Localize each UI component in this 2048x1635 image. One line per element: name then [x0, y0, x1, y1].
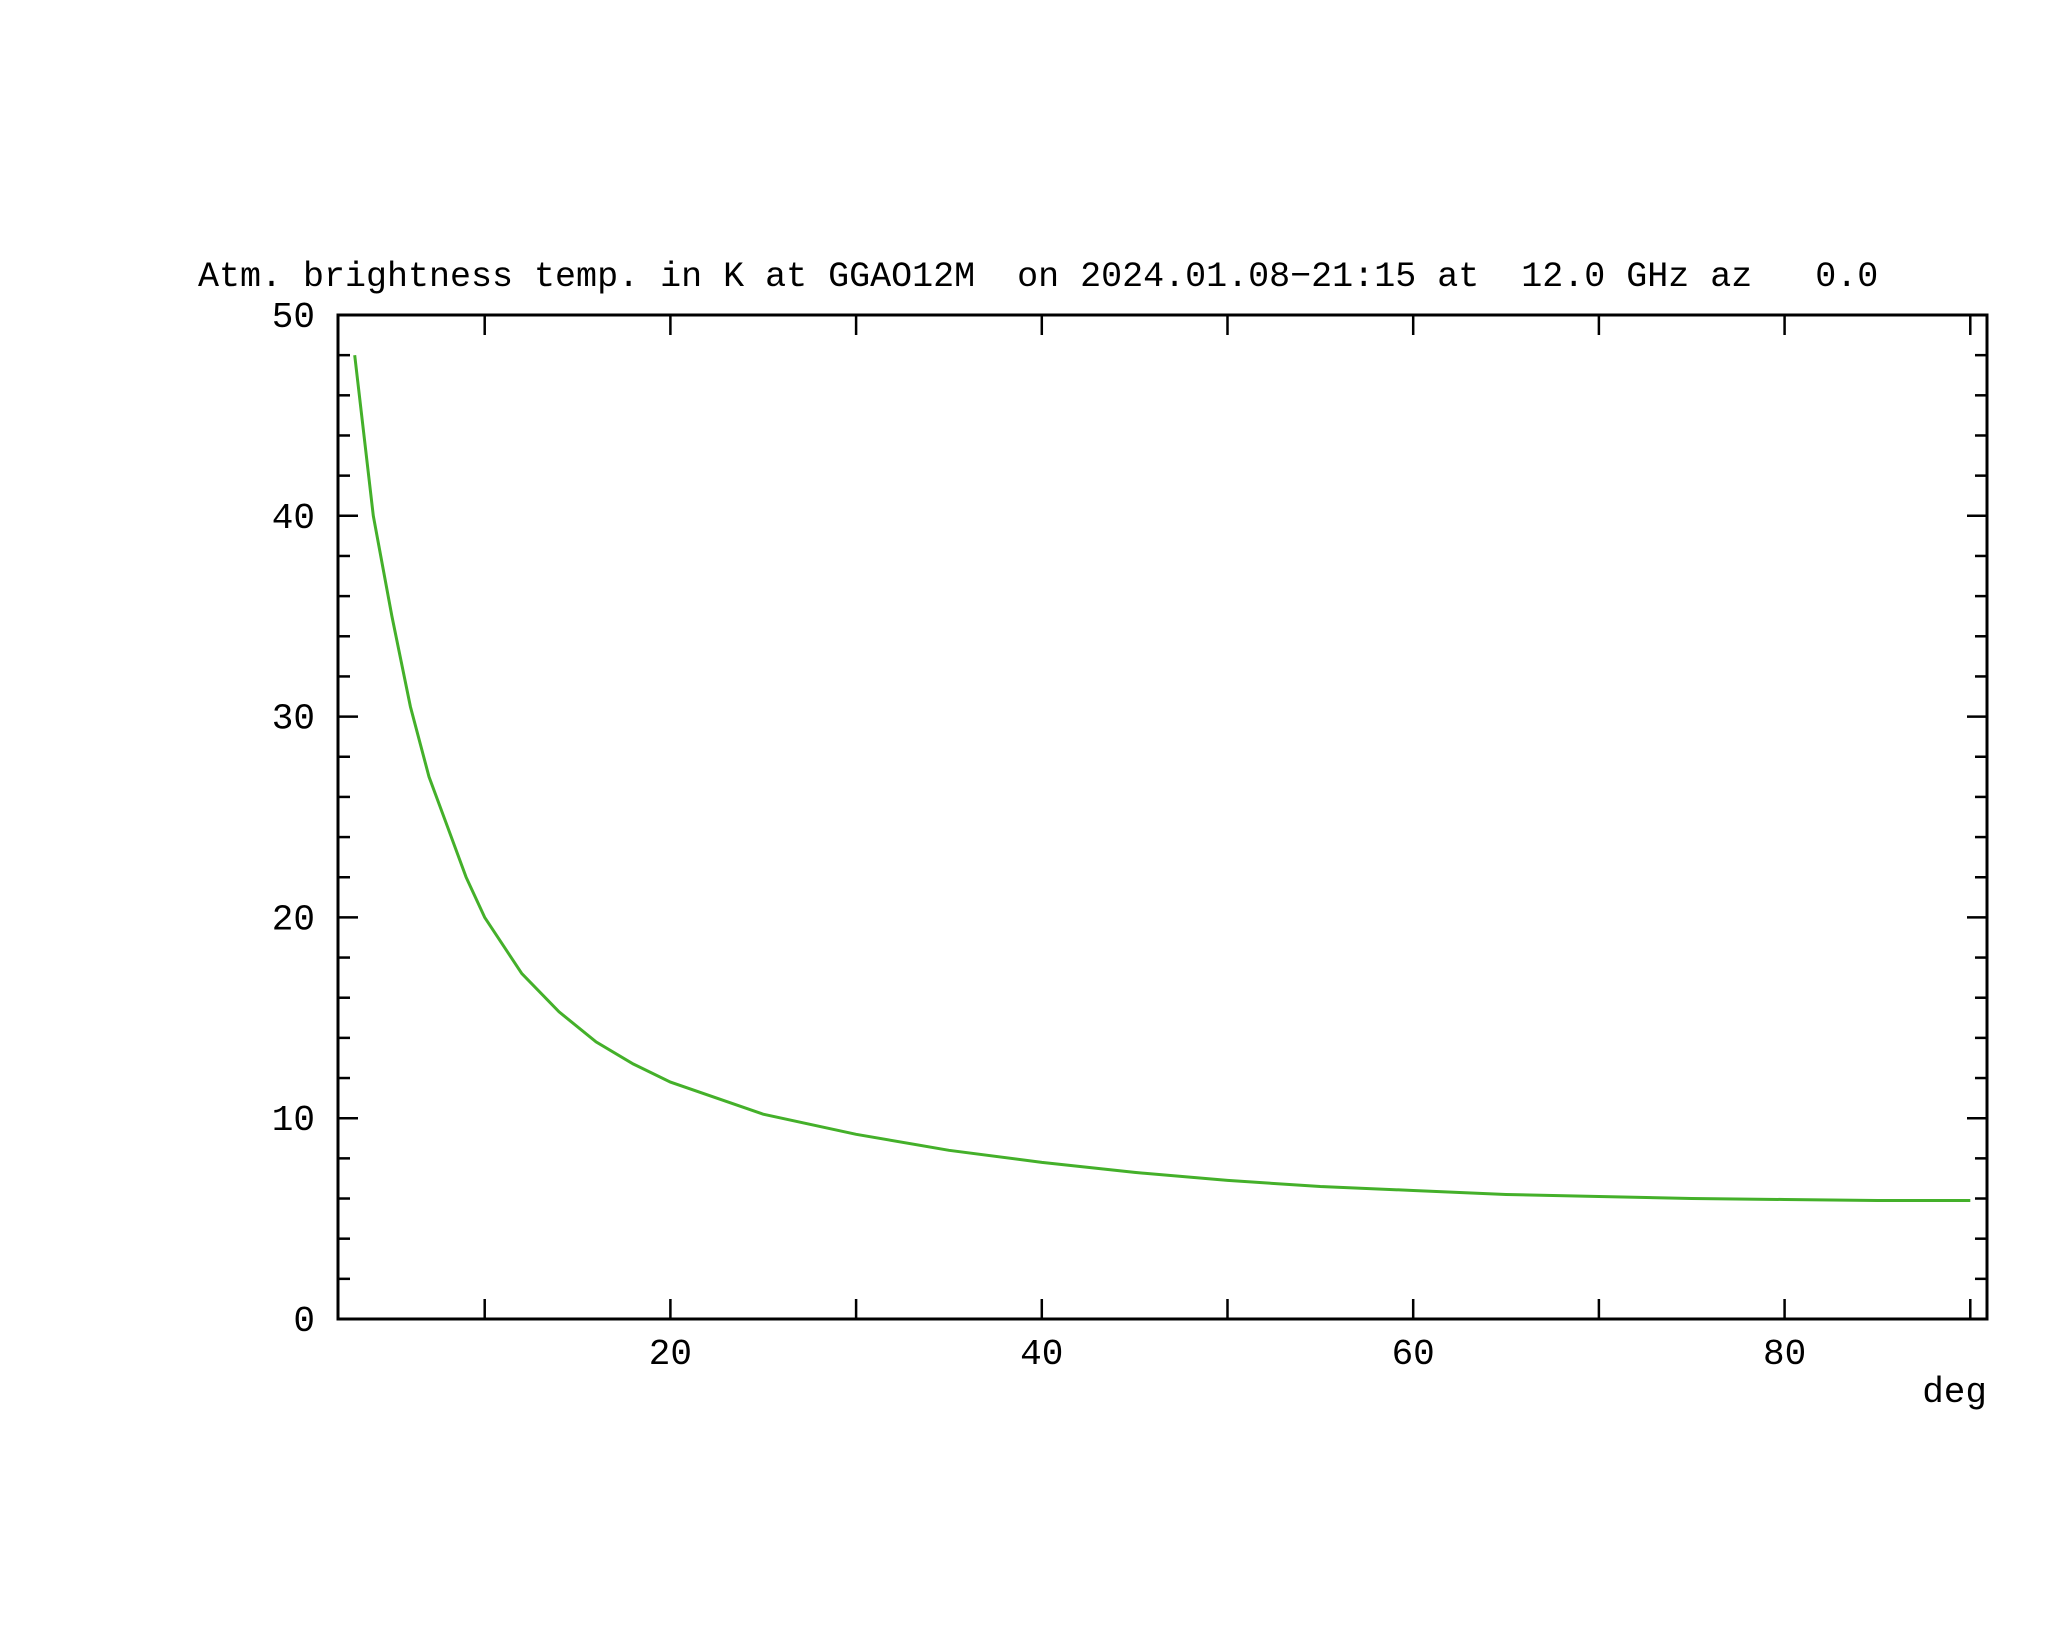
- chart-title: Atm. brightness temp. in K at GGAO12M on…: [198, 257, 1878, 297]
- x-tick-label: 60: [1392, 1334, 1435, 1375]
- y-tick-label: 10: [272, 1100, 315, 1141]
- x-tick-label: 20: [649, 1334, 692, 1375]
- x-axis-label: deg: [1922, 1372, 1987, 1413]
- x-tick-label: 40: [1020, 1334, 1063, 1375]
- plot-frame: [336, 313, 1989, 1321]
- data-line: [353, 355, 1971, 1202]
- x-tick-label: 80: [1763, 1334, 1806, 1375]
- y-tick-label: 50: [272, 297, 315, 338]
- y-tick-label: 0: [293, 1301, 315, 1342]
- y-tick-label: 40: [272, 498, 315, 539]
- y-tick-label: 30: [272, 699, 315, 740]
- y-tick-label: 20: [272, 899, 315, 940]
